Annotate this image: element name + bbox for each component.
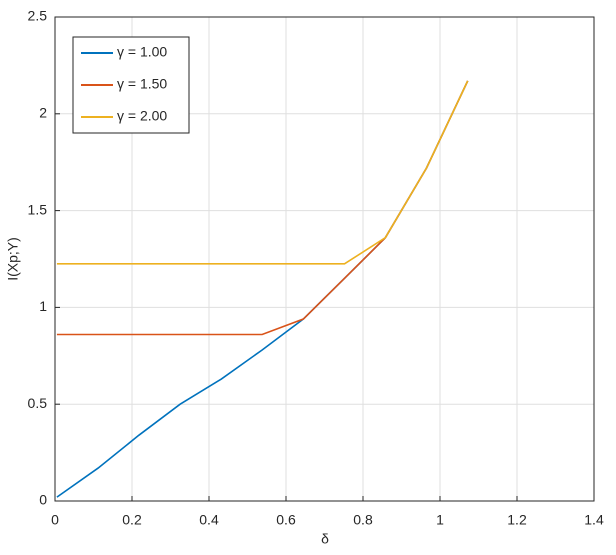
x-tick-label: 0.6 xyxy=(276,512,296,528)
x-tick-label: 1 xyxy=(436,512,444,528)
y-tick-label: 2 xyxy=(39,105,47,121)
y-tick-label: 1 xyxy=(39,298,47,314)
y-tick-label: 0 xyxy=(39,492,47,508)
y-tick-label: 2.5 xyxy=(28,8,48,24)
line xyxy=(56,80,469,265)
y-axis-label: I(Xp;Y) xyxy=(5,237,21,281)
legend-label: γ = 1.50 xyxy=(117,76,167,92)
y-tick-label: 1.5 xyxy=(28,201,48,217)
x-axis-label: δ xyxy=(321,531,329,547)
y-tick-label: 0.5 xyxy=(28,395,48,411)
legend-label: γ = 1.00 xyxy=(117,44,167,60)
x-tick-label: 1.4 xyxy=(584,512,604,528)
x-tick-label: 0 xyxy=(51,512,59,528)
plot-frame xyxy=(54,16,595,502)
x-tick-label: 0.2 xyxy=(122,512,142,528)
legend-label: γ = 2.00 xyxy=(117,108,167,124)
x-tick-label: 0.4 xyxy=(199,512,219,528)
x-tick-label: 0.8 xyxy=(353,512,373,528)
x-tick-label: 1.2 xyxy=(507,512,527,528)
